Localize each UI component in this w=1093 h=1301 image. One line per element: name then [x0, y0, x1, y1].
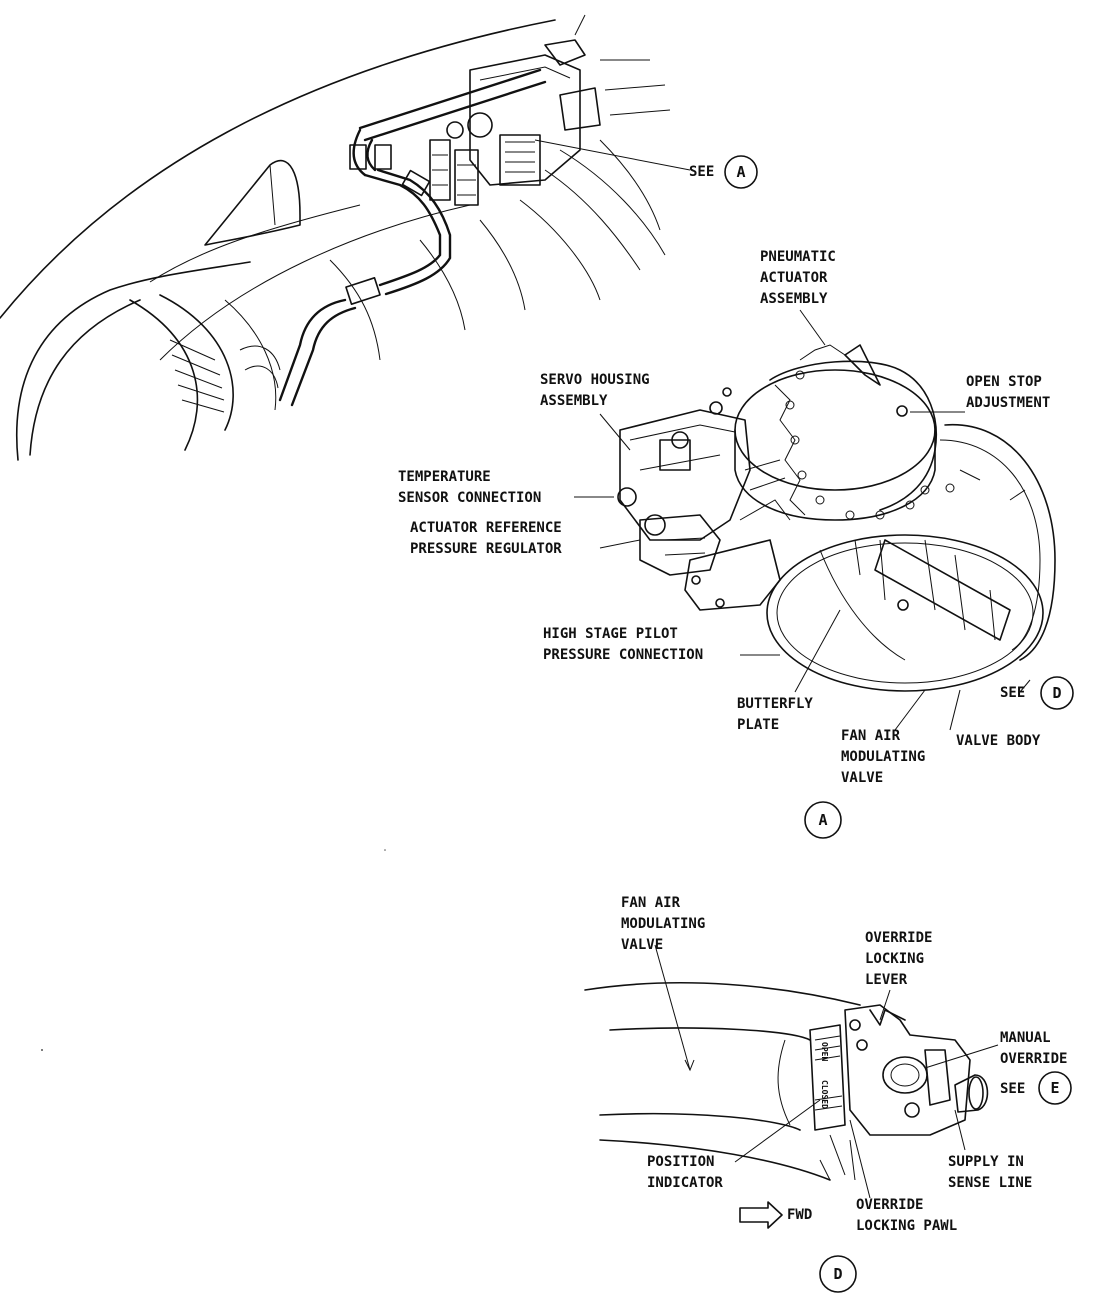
- see-e-ref: E: [1050, 1079, 1059, 1097]
- fwd-arrow-icon: [739, 1201, 783, 1229]
- label-line: ASSEMBLY: [540, 393, 608, 409]
- actuator-reference-label: ACTUATOR REFERENCE PRESSURE REGULATOR: [410, 518, 562, 560]
- engine-nacelle-overview: [0, 14, 691, 461]
- see-e-circle[interactable]: [1038, 1071, 1072, 1105]
- label-line: SENSOR CONNECTION: [398, 490, 542, 506]
- temperature-sensor-label: TEMPERATURE SENSOR CONNECTION: [398, 467, 541, 509]
- indicator-closed-text: CLOSED: [820, 1080, 829, 1109]
- label-line: BUTTERFLY: [737, 696, 813, 712]
- see-a-label: SEE: [689, 164, 715, 180]
- view-d-letter: D: [833, 1265, 842, 1283]
- label-line: ADJUSTMENT: [966, 395, 1051, 411]
- label-line: FAN AIR: [841, 728, 901, 744]
- label-line: VALVE: [621, 937, 664, 953]
- override-locking-pawl-label: OVERRIDE LOCKING PAWL: [856, 1195, 957, 1237]
- label-line: TEMPERATURE: [398, 469, 491, 485]
- label-line: LOCKING PAWL: [856, 1218, 958, 1234]
- open-stop-adjustment-label: OPEN STOP ADJUSTMENT: [966, 372, 1050, 414]
- label-line: ACTUATOR REFERENCE: [410, 520, 562, 536]
- label-line: ACTUATOR: [760, 270, 828, 286]
- label-line: OVERRIDE: [1000, 1051, 1068, 1067]
- label-line: FAN AIR: [621, 895, 681, 911]
- position-indicator-label: POSITION INDICATOR: [647, 1152, 723, 1194]
- indicator-open-text: OPEN: [820, 1042, 829, 1061]
- detail-a-valve-drawing: [574, 309, 1056, 731]
- fan-air-valve-label-a: FAN AIR MODULATING VALVE: [841, 726, 925, 789]
- override-locking-lever-label: OVERRIDE LOCKING LEVER: [865, 928, 932, 991]
- view-a-circle: [804, 801, 842, 839]
- label-line: OVERRIDE: [865, 930, 933, 946]
- see-d-circle[interactable]: [1040, 676, 1074, 710]
- label-line: LOCKING: [865, 951, 925, 967]
- see-d-ref: D: [1052, 684, 1061, 702]
- detail-d-drawing: [584, 944, 999, 1199]
- label-line: PRESSURE REGULATOR: [410, 541, 562, 557]
- pneumatic-actuator-label: PNEUMATIC ACTUATOR ASSEMBLY: [760, 247, 836, 310]
- label-line: OVERRIDE: [856, 1197, 924, 1213]
- fan-air-valve-label-d: FAN AIR MODULATING VALVE: [621, 893, 705, 956]
- label-line: SENSE LINE: [948, 1175, 1033, 1191]
- butterfly-plate-label: BUTTERFLY PLATE: [737, 694, 813, 736]
- label-line: INDICATOR: [647, 1175, 723, 1191]
- valve-body-label: VALVE BODY: [956, 731, 1040, 752]
- supply-in-sense-line-label: SUPPLY IN SENSE LINE: [948, 1152, 1032, 1194]
- label-line: OPEN STOP: [966, 374, 1042, 390]
- label-line: SERVO HOUSING: [540, 372, 650, 388]
- label-line: PLATE: [737, 717, 780, 733]
- label-line: PRESSURE CONNECTION: [543, 647, 704, 663]
- label-line: VALVE BODY: [956, 733, 1041, 749]
- fwd-label: FWD: [787, 1207, 813, 1223]
- view-a-letter: A: [818, 811, 827, 829]
- manual-override-label: MANUAL OVERRIDE: [1000, 1028, 1067, 1070]
- label-line: POSITION: [647, 1154, 715, 1170]
- label-line: MODULATING: [841, 749, 926, 765]
- label-line: MODULATING: [621, 916, 706, 932]
- servo-housing-label: SERVO HOUSING ASSEMBLY: [540, 370, 650, 412]
- label-line: VALVE: [841, 770, 884, 786]
- see-d-label: SEE: [1000, 685, 1026, 701]
- see-a-ref: A: [736, 163, 745, 181]
- label-line: PNEUMATIC: [760, 249, 836, 265]
- label-line: MANUAL: [1000, 1030, 1051, 1046]
- label-line: ASSEMBLY: [760, 291, 828, 307]
- label-line: LEVER: [865, 972, 908, 988]
- view-d-circle: [819, 1255, 857, 1293]
- label-line: SUPPLY IN: [948, 1154, 1024, 1170]
- high-stage-pilot-label: HIGH STAGE PILOT PRESSURE CONNECTION: [543, 624, 703, 666]
- see-e-label: SEE: [1000, 1081, 1026, 1097]
- label-line: HIGH STAGE PILOT: [543, 626, 678, 642]
- see-a-circle[interactable]: [724, 155, 758, 189]
